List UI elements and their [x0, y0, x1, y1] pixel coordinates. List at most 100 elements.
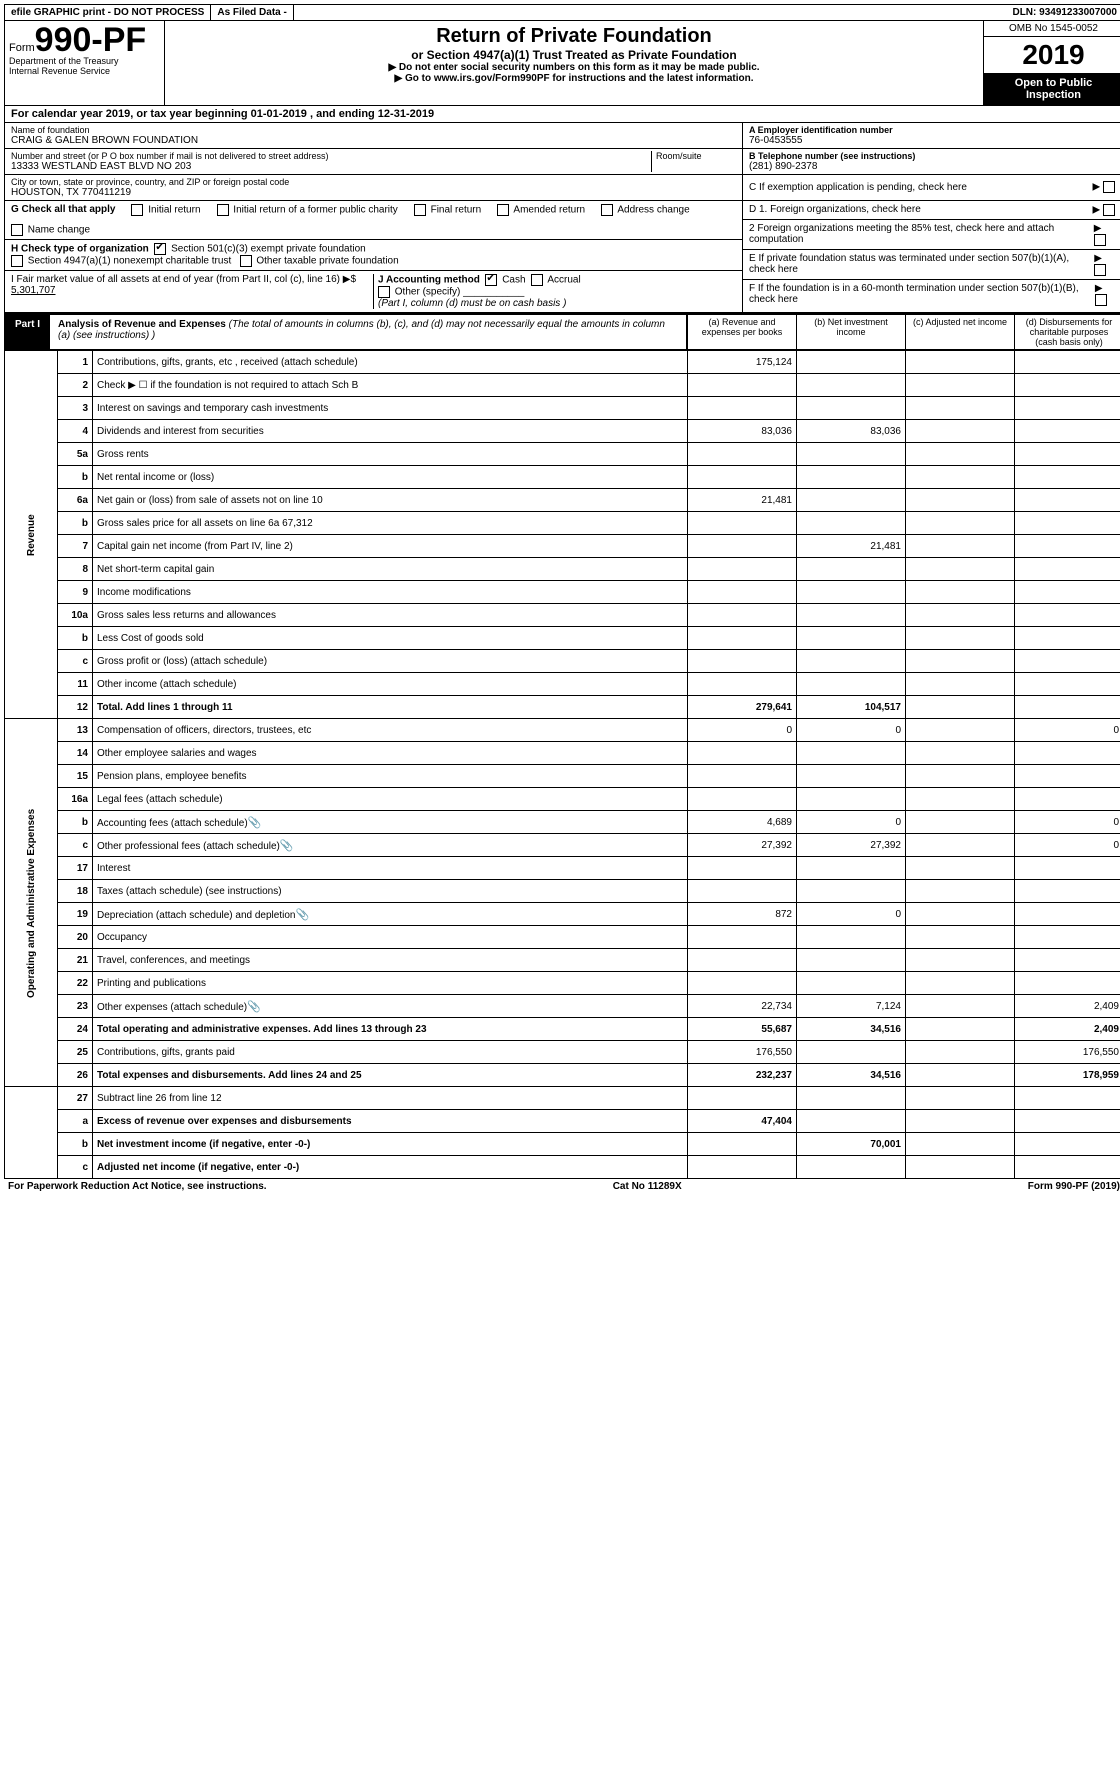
- col-c-val: [906, 1110, 1015, 1133]
- col-d-val: 178,959: [1015, 1064, 1120, 1087]
- col-a-val: [688, 535, 797, 558]
- table-row: 7Capital gain net income (from Part IV, …: [5, 535, 1120, 558]
- col-b-val: [797, 397, 906, 420]
- other-taxable-checkbox[interactable]: [240, 255, 252, 267]
- attachment-icon[interactable]: 📎: [295, 909, 309, 921]
- col-c-val: [906, 1018, 1015, 1041]
- col-d-val: 2,409: [1015, 995, 1120, 1018]
- col-a-val: 176,550: [688, 1041, 797, 1064]
- col-a-val: 22,734: [688, 995, 797, 1018]
- col-b-val: 21,481: [797, 535, 906, 558]
- city-label: City or town, state or province, country…: [11, 177, 736, 187]
- accrual-checkbox[interactable]: [531, 274, 543, 286]
- 4947a1-checkbox[interactable]: [11, 255, 23, 267]
- table-row: 21Travel, conferences, and meetings: [5, 949, 1120, 972]
- table-row: 11Other income (attach schedule): [5, 673, 1120, 696]
- line-desc: Subtract line 26 from line 12: [93, 1087, 688, 1110]
- line-number: 2: [58, 374, 93, 397]
- table-row: 14Other employee salaries and wages: [5, 742, 1120, 765]
- attachment-icon[interactable]: 📎: [248, 817, 262, 829]
- col-a-val: 4,689: [688, 811, 797, 834]
- col-b-val: [797, 1110, 906, 1133]
- col-b-val: [797, 949, 906, 972]
- ein-label: A Employer identification number: [749, 125, 1117, 135]
- exemption-pending-label: C If exemption application is pending, c…: [749, 182, 967, 193]
- name-change-checkbox[interactable]: [11, 224, 23, 236]
- cash-checkbox[interactable]: [485, 274, 497, 286]
- col-c-val: [906, 374, 1015, 397]
- col-c-val: [906, 604, 1015, 627]
- d2-checkbox[interactable]: [1094, 234, 1106, 246]
- col-c-val: [906, 811, 1015, 834]
- open-to-public: Open to Public Inspection: [984, 73, 1120, 105]
- line-desc: Depreciation (attach schedule) and deple…: [93, 903, 688, 926]
- table-row: 9Income modifications: [5, 581, 1120, 604]
- col-b-val: [797, 443, 906, 466]
- line-number: 15: [58, 765, 93, 788]
- col-b-val: [797, 650, 906, 673]
- line-number: 20: [58, 926, 93, 949]
- exemption-pending-checkbox[interactable]: [1103, 181, 1115, 193]
- 501c3-checkbox[interactable]: [154, 243, 166, 255]
- other-method-checkbox[interactable]: [378, 286, 390, 298]
- line-desc: Other expenses (attach schedule)📎: [93, 995, 688, 1018]
- ein-value: 76-0453555: [749, 135, 1117, 146]
- line-number: 1: [58, 351, 93, 374]
- table-row: aExcess of revenue over expenses and dis…: [5, 1110, 1120, 1133]
- side-label: Operating and Administrative Expenses: [5, 719, 58, 1087]
- part1-table: Revenue1Contributions, gifts, grants, et…: [4, 350, 1120, 1179]
- initial-return-checkbox[interactable]: [131, 204, 143, 216]
- col-b-val: [797, 351, 906, 374]
- col-a-val: [688, 604, 797, 627]
- col-a-val: [688, 765, 797, 788]
- col-c-val: [906, 857, 1015, 880]
- col-d-val: 0: [1015, 811, 1120, 834]
- d1-checkbox[interactable]: [1103, 204, 1115, 216]
- table-row: bNet investment income (if negative, ent…: [5, 1133, 1120, 1156]
- instr-link[interactable]: ▶ Go to www.irs.gov/Form990PF for instru…: [169, 73, 979, 84]
- phone-value: (281) 890-2378: [749, 161, 1117, 172]
- col-a-val: 0: [688, 719, 797, 742]
- table-row: 8Net short-term capital gain: [5, 558, 1120, 581]
- col-b-val: [797, 742, 906, 765]
- table-row: 26Total expenses and disbursements. Add …: [5, 1064, 1120, 1087]
- col-d-val: [1015, 673, 1120, 696]
- attachment-icon[interactable]: 📎: [247, 1001, 261, 1013]
- col-a-val: [688, 397, 797, 420]
- initial-former-checkbox[interactable]: [217, 204, 229, 216]
- col-b-val: [797, 374, 906, 397]
- attachment-icon[interactable]: 📎: [280, 840, 294, 852]
- col-c-val: [906, 512, 1015, 535]
- col-a-val: 232,237: [688, 1064, 797, 1087]
- line-number: b: [58, 811, 93, 834]
- col-a-val: 279,641: [688, 696, 797, 719]
- address-change-checkbox[interactable]: [601, 204, 613, 216]
- line-number: c: [58, 650, 93, 673]
- col-a-val: [688, 466, 797, 489]
- table-row: 25Contributions, gifts, grants paid176,5…: [5, 1041, 1120, 1064]
- table-row: 15Pension plans, employee benefits: [5, 765, 1120, 788]
- final-return-checkbox[interactable]: [414, 204, 426, 216]
- form-number: 990-PF: [35, 21, 147, 59]
- col-a-val: [688, 673, 797, 696]
- col-b-val: [797, 581, 906, 604]
- col-c-val: [906, 397, 1015, 420]
- f-checkbox[interactable]: [1095, 294, 1107, 306]
- col-c-val: [906, 1156, 1015, 1179]
- col-a-val: [688, 926, 797, 949]
- col-b-val: [797, 466, 906, 489]
- page-footer: For Paperwork Reduction Act Notice, see …: [4, 1179, 1120, 1194]
- col-d-val: [1015, 788, 1120, 811]
- line-number: 11: [58, 673, 93, 696]
- form-subtitle: or Section 4947(a)(1) Trust Treated as P…: [169, 48, 979, 62]
- col-d-val: [1015, 420, 1120, 443]
- col-b-val: 27,392: [797, 834, 906, 857]
- e-checkbox[interactable]: [1094, 264, 1106, 276]
- col-c-val: [906, 765, 1015, 788]
- col-a-val: 175,124: [688, 351, 797, 374]
- line-desc: Other income (attach schedule): [93, 673, 688, 696]
- col-a-val: 27,392: [688, 834, 797, 857]
- col-a-val: [688, 857, 797, 880]
- amended-return-checkbox[interactable]: [497, 204, 509, 216]
- g-label: G Check all that apply: [11, 204, 115, 216]
